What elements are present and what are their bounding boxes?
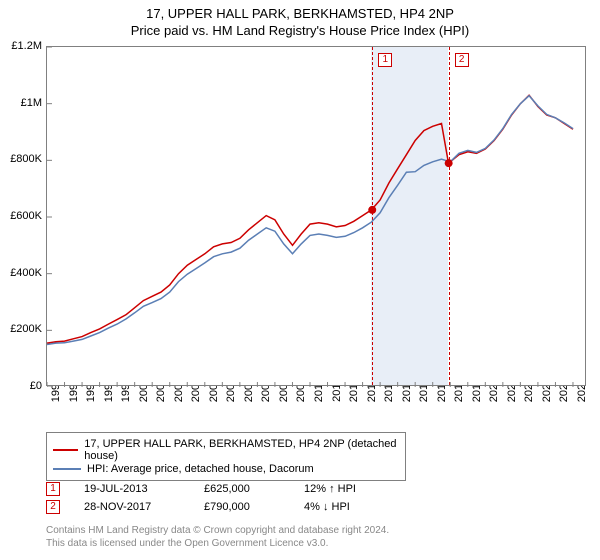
legend-box: 17, UPPER HALL PARK, BERKHAMSTED, HP4 2N… xyxy=(46,432,406,481)
event-delta-2: 4% ↓ HPI xyxy=(304,501,404,513)
event-table: 1 19-JUL-2013 £625,000 12% ↑ HPI 2 28-NO… xyxy=(46,478,404,518)
event-delta-1: 12% ↑ HPI xyxy=(304,483,404,495)
event-row-2: 2 28-NOV-2017 £790,000 4% ↓ HPI xyxy=(46,500,404,514)
title-block: 17, UPPER HALL PARK, BERKHAMSTED, HP4 2N… xyxy=(0,0,600,40)
event-price-2: £790,000 xyxy=(204,501,304,513)
series-line-hpi xyxy=(47,96,573,345)
footer-line2: This data is licensed under the Open Gov… xyxy=(46,537,389,550)
legend-row-property: 17, UPPER HALL PARK, BERKHAMSTED, HP4 2N… xyxy=(53,438,399,462)
event-row-1: 1 19-JUL-2013 £625,000 12% ↑ HPI xyxy=(46,482,404,496)
event-badge-2: 2 xyxy=(46,500,60,514)
sale-marker-1 xyxy=(368,206,376,214)
footer: Contains HM Land Registry data © Crown c… xyxy=(46,524,389,550)
y-tick-label: £0 xyxy=(30,380,42,392)
chart-svg xyxy=(47,47,587,387)
event-date-2: 28-NOV-2017 xyxy=(84,501,204,513)
event-badge-1: 1 xyxy=(46,482,60,496)
chart-container: 17, UPPER HALL PARK, BERKHAMSTED, HP4 2N… xyxy=(0,0,600,560)
legend-label-property: 17, UPPER HALL PARK, BERKHAMSTED, HP4 2N… xyxy=(84,438,399,462)
title-line1: 17, UPPER HALL PARK, BERKHAMSTED, HP4 2N… xyxy=(0,6,600,21)
footer-line1: Contains HM Land Registry data © Crown c… xyxy=(46,524,389,537)
legend-swatch-property xyxy=(53,449,78,451)
legend-swatch-hpi xyxy=(53,468,81,470)
chart-plot-area: 12 xyxy=(46,46,586,386)
y-tick-label: £800K xyxy=(10,153,42,165)
y-tick-label: £200K xyxy=(10,323,42,335)
sale-marker-2 xyxy=(445,159,453,167)
y-tick-label: £400K xyxy=(10,267,42,279)
title-line2: Price paid vs. HM Land Registry's House … xyxy=(0,23,600,38)
legend-label-hpi: HPI: Average price, detached house, Daco… xyxy=(87,463,314,475)
legend-row-hpi: HPI: Average price, detached house, Daco… xyxy=(53,463,399,475)
event-date-1: 19-JUL-2013 xyxy=(84,483,204,495)
y-tick-label: £600K xyxy=(10,210,42,222)
series-line-property xyxy=(47,95,573,343)
event-price-1: £625,000 xyxy=(204,483,304,495)
y-tick-label: £1M xyxy=(21,97,42,109)
y-tick-label: £1.2M xyxy=(11,40,42,52)
